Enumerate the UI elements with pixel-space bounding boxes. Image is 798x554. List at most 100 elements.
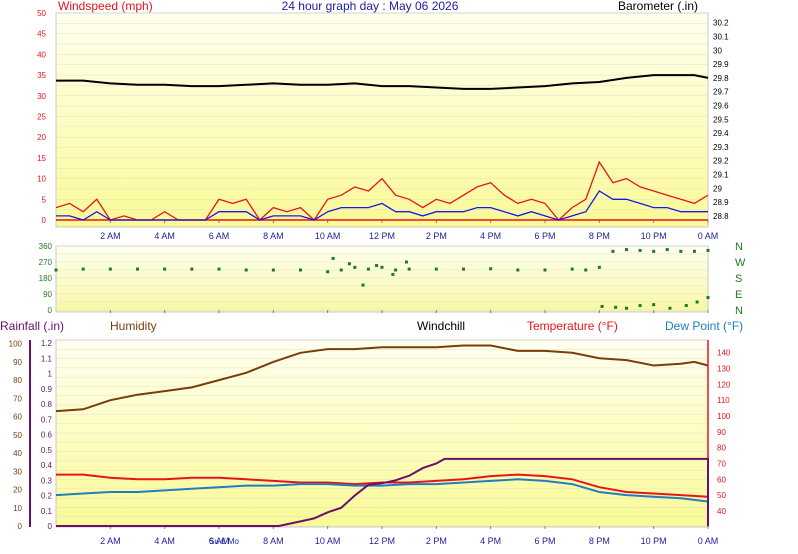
time-label-top: 4 AM <box>154 231 175 241</box>
time-label-top: 0 AM <box>698 231 719 241</box>
time-label-top: 2 AM <box>100 231 121 241</box>
barometer-tick-label: 29.1 <box>713 170 729 179</box>
barometer-tick-label: 28.8 <box>713 212 729 221</box>
direction-point <box>375 264 379 268</box>
direction-point <box>217 267 221 271</box>
temperature-tick-label: 130 <box>717 364 731 373</box>
barometer-tick-label: 29.5 <box>713 115 729 124</box>
humidity-tick-label: 20 <box>13 486 22 495</box>
humidity-title: Humidity <box>110 319 157 333</box>
rain-tick-label: 1.2 <box>41 339 53 348</box>
time-label-bottom: 12 PM <box>369 536 395 546</box>
direction-point <box>570 267 574 271</box>
time-label-bottom: 0 AM <box>698 536 719 546</box>
windspeed-axis-title: Windspeed (mph) <box>58 0 153 13</box>
direction-point <box>679 249 683 253</box>
direction-point <box>489 267 493 271</box>
direction-point <box>54 268 58 272</box>
direction-point <box>339 268 343 272</box>
direction-point <box>394 268 398 272</box>
windspeed-tick-label: 10 <box>37 175 46 184</box>
rain-tick-label: 1 <box>48 370 53 379</box>
dewpoint-title: Dew Point (°F) <box>665 319 743 333</box>
direction-point <box>407 267 411 271</box>
wind-plot-area <box>55 12 709 228</box>
windspeed-tick-label: 35 <box>37 71 46 80</box>
direction-point <box>665 248 669 252</box>
direction-point <box>331 256 335 260</box>
rainfall-axis-title: Rainfall (.in) <box>0 319 64 333</box>
direction-point <box>434 267 438 271</box>
barometer-tick-label: 29.6 <box>713 101 729 110</box>
windspeed-tick-label: 0 <box>42 216 47 225</box>
direction-point <box>244 268 248 272</box>
direction-tick-label: 180 <box>39 274 53 283</box>
windspeed-tick-label: 30 <box>37 92 46 101</box>
direction-point <box>652 249 656 253</box>
temperature-tick-label: 120 <box>717 380 731 389</box>
direction-point <box>543 268 547 272</box>
time-label-top: 4 PM <box>480 231 501 241</box>
direction-point <box>271 268 275 272</box>
humidity-tick-label: 30 <box>13 467 22 476</box>
direction-point <box>614 305 618 309</box>
windspeed-tick-label: 5 <box>42 195 47 204</box>
compass-label: E <box>735 289 742 301</box>
windspeed-line <box>56 190 708 221</box>
direction-point <box>668 306 672 310</box>
direction-point <box>391 272 395 276</box>
barometer-tick-label: 29.9 <box>713 60 729 69</box>
barometer-line <box>56 74 709 90</box>
humidity-tick-label: 70 <box>13 394 22 403</box>
direction-point <box>462 267 465 271</box>
time-label-top: 2 PM <box>426 231 447 241</box>
compass-label: N <box>735 241 743 253</box>
humidity-tick-label: 40 <box>13 449 22 458</box>
humidity-tick-label: 50 <box>13 431 22 440</box>
time-label-top: 10 AM <box>315 231 341 241</box>
barometer-axis-title: Barometer (.in) <box>618 0 698 13</box>
direction-point <box>652 303 656 307</box>
chart-title: 24 hour graph day : May 06 2026 <box>282 0 459 13</box>
rain-tick-label: 0.5 <box>41 446 53 455</box>
windspeed-tick-label: 40 <box>37 50 46 59</box>
compass-label: S <box>735 273 742 285</box>
direction-point <box>190 267 194 271</box>
time-label-bottom: 2 AM <box>100 536 121 546</box>
temperature-tick-label: 100 <box>717 412 731 421</box>
rain-tick-label: 0.2 <box>41 492 53 501</box>
time-label-bottom: 6 AM <box>209 536 230 546</box>
direction-point <box>108 267 112 271</box>
direction-point <box>347 262 351 266</box>
humidity-line <box>55 344 709 413</box>
rain-tick-label: 0.9 <box>41 385 53 394</box>
rain-tick-label: 1.1 <box>41 354 53 363</box>
direction-point <box>638 304 642 308</box>
direction-point <box>81 267 85 271</box>
direction-point <box>625 306 628 310</box>
windspeed-tick-label: 25 <box>37 113 46 122</box>
direction-point <box>404 260 408 264</box>
rain-tick-label: 0.6 <box>41 431 53 440</box>
windchill-title: Windchill <box>417 319 465 333</box>
direction-point <box>692 249 696 253</box>
compass-label: W <box>735 257 746 269</box>
rain-tick-label: 0.8 <box>41 400 53 409</box>
humidity-tick-label: 10 <box>13 504 22 513</box>
direction-point <box>684 304 688 308</box>
rainfall-line <box>56 457 709 527</box>
humidity-tick-label: 0 <box>18 522 23 531</box>
direction-tick-label: 270 <box>39 258 53 267</box>
barometer-tick-label: 30.1 <box>713 32 729 41</box>
humidity-tick-label: 90 <box>13 358 22 367</box>
direction-point <box>597 265 601 269</box>
time-label-bottom: 4 AM <box>154 536 175 546</box>
temperature-tick-label: 70 <box>717 459 726 468</box>
time-label-bottom: 8 AM <box>263 536 284 546</box>
barometer-tick-label: 29.4 <box>713 129 729 138</box>
barometer-tick-label: 29.8 <box>713 74 729 83</box>
temperature-tick-label: 50 <box>717 491 726 500</box>
temperature-tick-label: 90 <box>717 428 726 437</box>
direction-point <box>706 296 710 300</box>
barometer-tick-label: 30.2 <box>713 19 729 28</box>
